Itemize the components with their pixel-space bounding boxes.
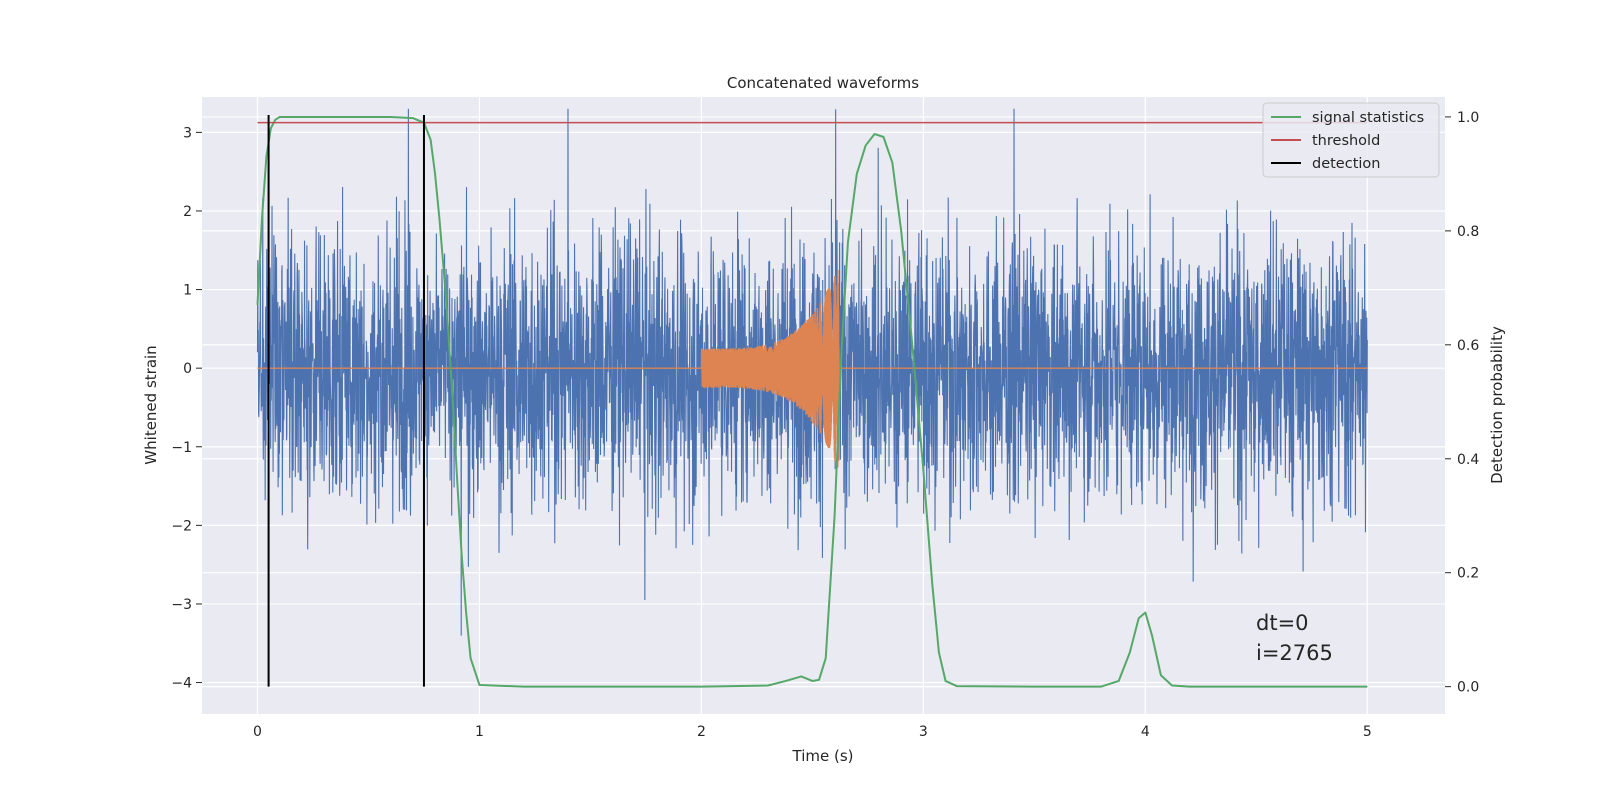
y-axis-label: Whitened strain (142, 345, 160, 464)
legend-label: threshold (1312, 133, 1380, 149)
y-tick-label: 2 (183, 204, 192, 220)
chirp-series-line (257, 270, 1368, 468)
y2-tick-label: 0.0 (1457, 680, 1479, 696)
y2-axis-label: Detection probability (1488, 326, 1506, 484)
annotation-index: i=2765 (1256, 641, 1333, 665)
x-axis-ticks: 0 1 2 3 4 5 (253, 724, 1372, 740)
legend-label: signal statistics (1312, 110, 1424, 126)
x-axis-label: Time (s) (792, 747, 854, 765)
signal-statistics-line (256, 115, 1368, 688)
y-tick-label: 0 (183, 361, 192, 377)
x-tick-label: 0 (253, 724, 262, 740)
y-tick-label: −3 (171, 597, 192, 613)
y-tick-label: −2 (171, 518, 192, 534)
y-axis-ticks: −4 −3 −2 −1 0 1 2 3 (171, 125, 202, 692)
y-tick-label: −4 (171, 676, 192, 692)
y2-tick-label: 0.4 (1457, 452, 1479, 468)
y2-tick-label: 1.0 (1457, 110, 1479, 126)
x-tick-label: 5 (1363, 724, 1372, 740)
y2-tick-label: 0.2 (1457, 566, 1479, 582)
legend: signal statistics threshold detection (1262, 102, 1440, 178)
y2-tick-label: 0.8 (1457, 224, 1479, 240)
y2-tick-label: 0.6 (1457, 338, 1479, 354)
x-tick-label: 1 (475, 724, 484, 740)
legend-label: detection (1312, 156, 1380, 172)
chart-title: Concatenated waveforms (727, 74, 919, 92)
annotation-dt: dt=0 (1256, 611, 1309, 635)
x-tick-label: 4 (1141, 724, 1150, 740)
x-tick-label: 2 (697, 724, 706, 740)
x-tick-label: 3 (919, 724, 928, 740)
y2-axis-ticks: 0.0 0.2 0.4 0.6 0.8 1.0 (1445, 110, 1479, 696)
y-tick-label: −1 (171, 440, 192, 456)
y-tick-label: 3 (183, 125, 192, 141)
series-layer (256, 108, 1368, 688)
legend-box (1262, 102, 1440, 178)
y-tick-label: 1 (183, 283, 192, 299)
